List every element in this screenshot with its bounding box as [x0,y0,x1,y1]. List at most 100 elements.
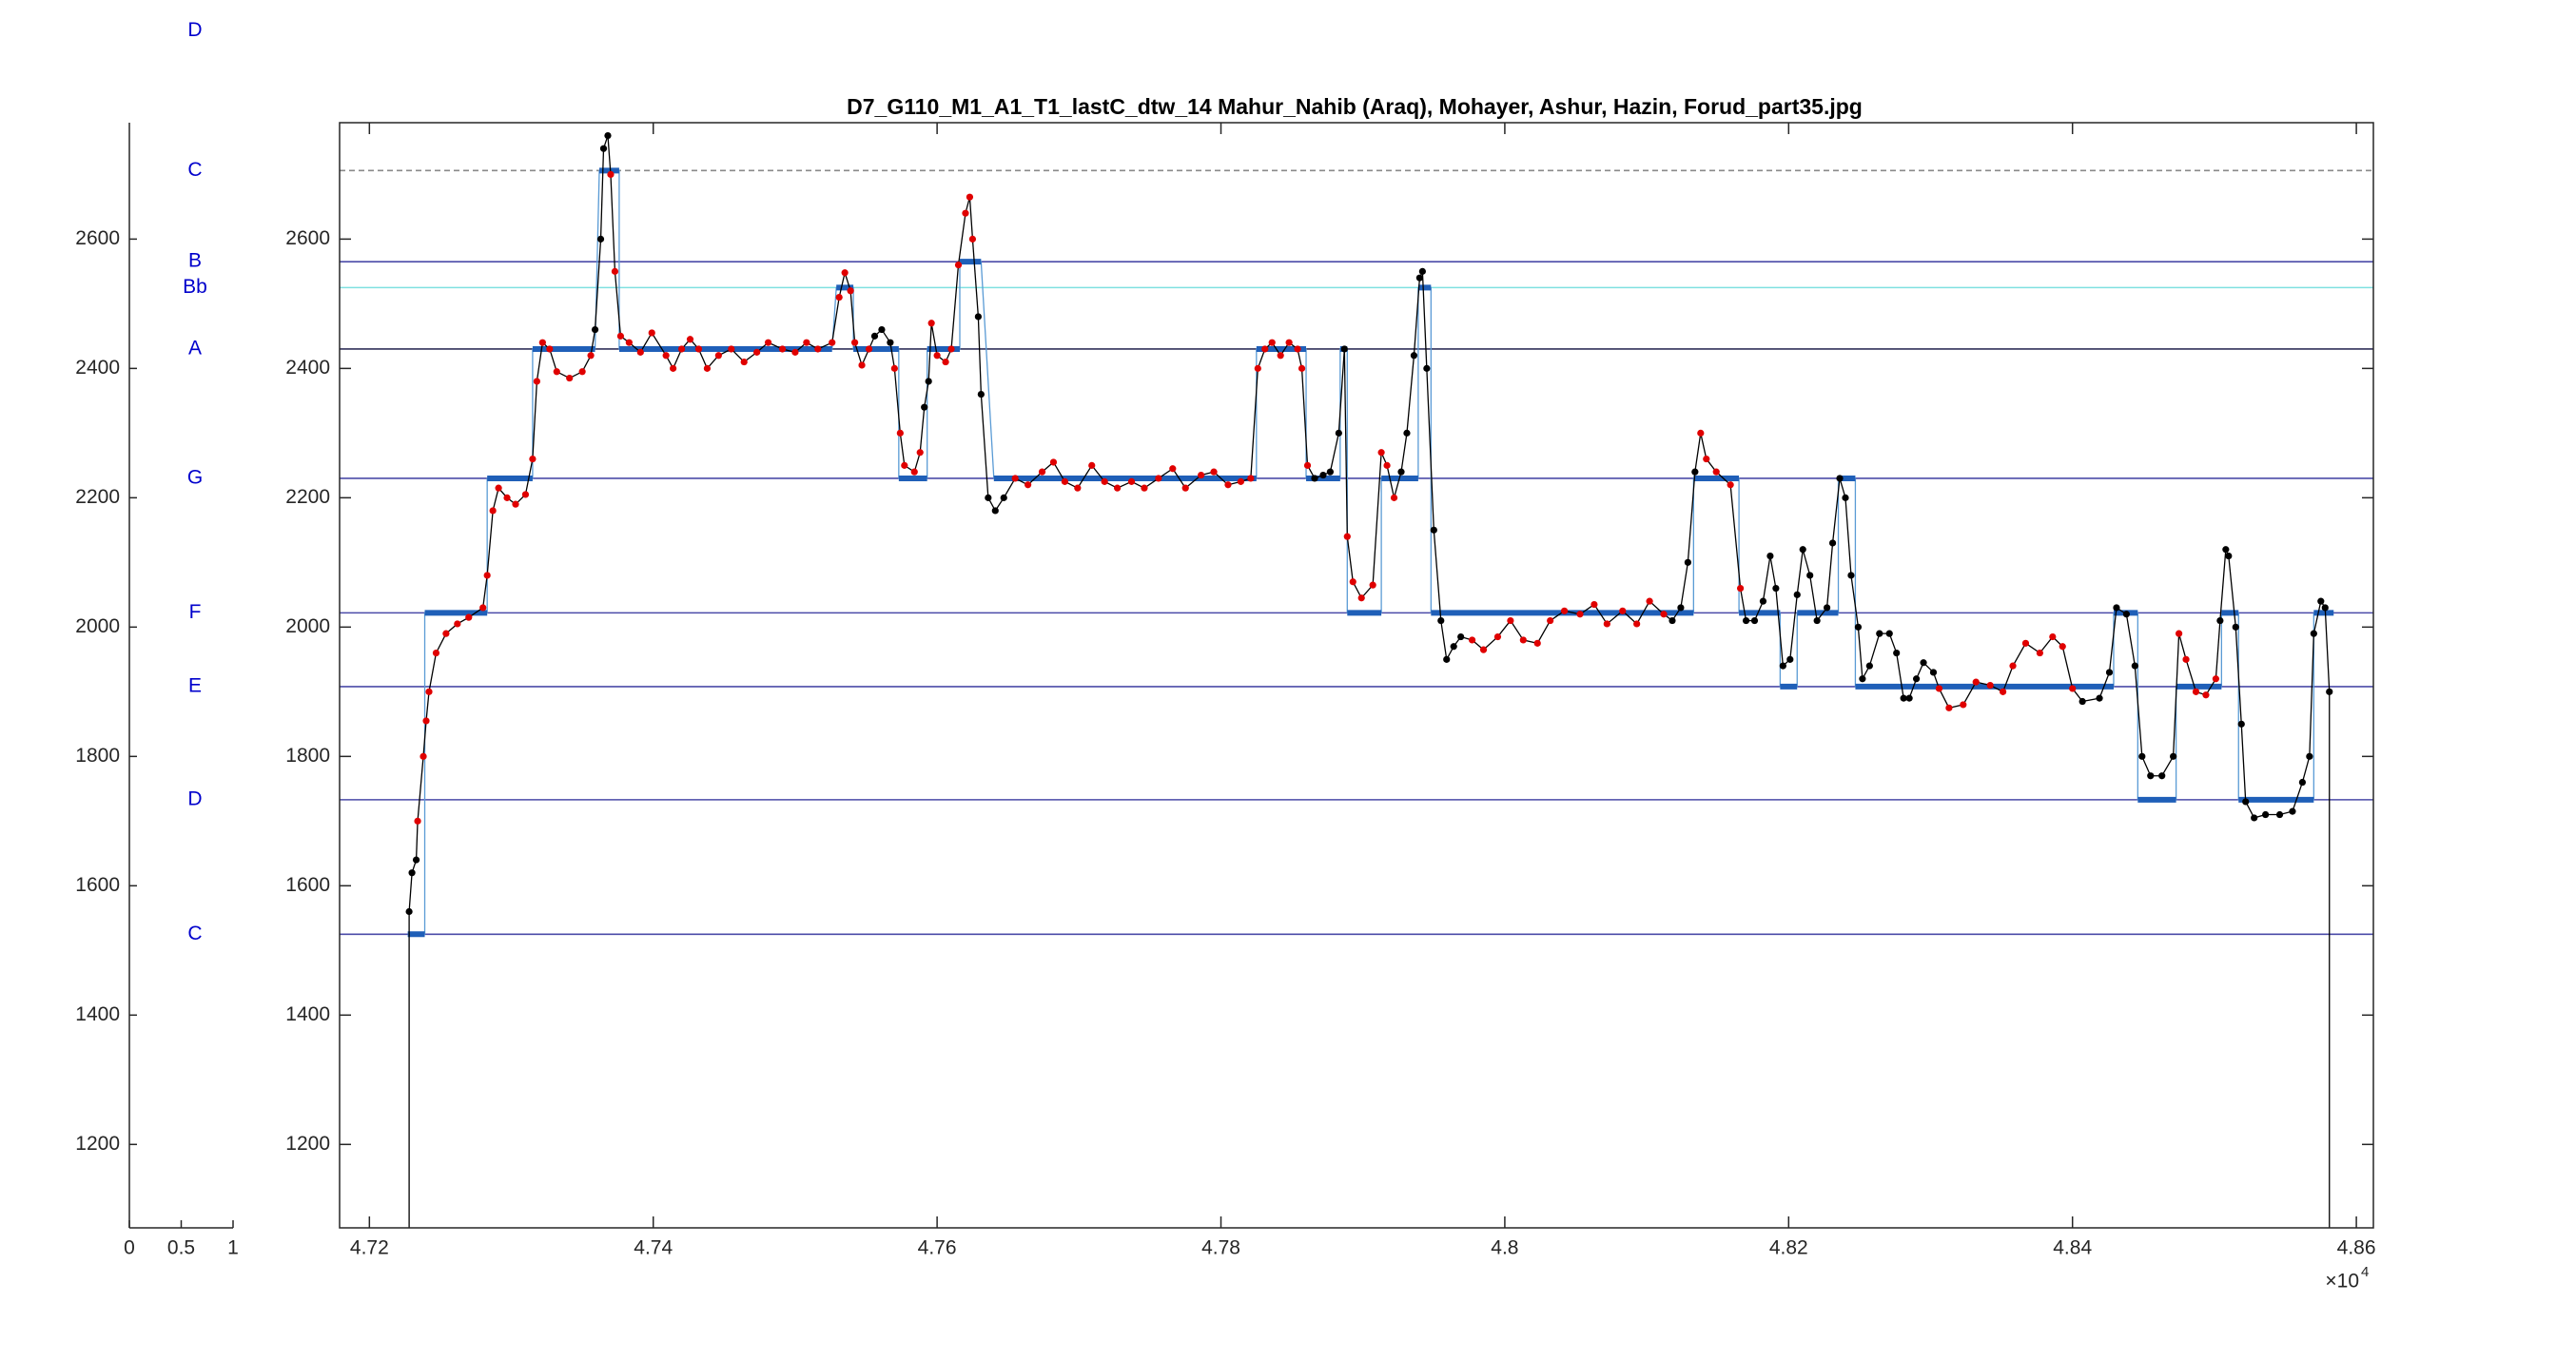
pitch-point [1390,494,1398,501]
pitch-point [1633,620,1641,628]
pitch-point [1319,471,1327,479]
pitch-connector [2172,633,2180,757]
pitch-point [591,325,599,334]
pitch-point [694,345,703,353]
pitch-point [887,339,894,346]
pitch-point [1945,704,1953,711]
pitch-point [1224,481,1232,489]
pitch-point [521,491,530,498]
pitch-point [829,339,836,346]
pitch-point [703,364,712,372]
pitch-point [2122,611,2130,618]
pitch-point [529,455,537,463]
pitch-point [925,378,932,385]
pitch-point [1759,597,1767,605]
pitch-point [2049,632,2057,641]
pitch-point [454,620,461,628]
pitch-point [2232,623,2239,631]
pitch-connector [1343,348,1348,537]
pitch-point [1285,339,1293,346]
pitch-point [740,358,748,366]
pitch-point [648,329,655,337]
pitch-point [1277,352,1284,360]
pitch-line [2219,549,2331,819]
pitch-point [1772,584,1780,593]
pitch-point [1437,616,1445,625]
pitch-point [1677,604,1685,612]
pitch-point [1893,649,1901,657]
pitch-point [1972,678,1980,686]
pitch-point [778,345,787,353]
pitch-point [1669,616,1676,625]
pitch-point [1905,694,1913,702]
pitch-point [835,293,843,301]
pitch-connector [590,329,596,356]
pitch-point [1519,636,1527,644]
pitch-point [442,630,450,637]
pitch-point [1247,475,1255,482]
pitch-point [636,348,644,356]
pitch-point [405,907,413,916]
pitch-point [1397,468,1405,476]
pitch-point [1340,345,1348,353]
pitch-point [942,358,949,366]
pitch-point [1603,620,1610,628]
pitch-point [1418,267,1426,275]
pitch-point [1793,591,1801,598]
pitch-point [1813,616,1821,625]
pitch-point [512,500,519,508]
pitch-point [1703,455,1710,463]
pitch-point [962,209,969,217]
pitch-point [2147,772,2155,780]
pitch-point [1859,675,1866,683]
y-tick-label: 2400 [75,357,120,379]
pitch-point [2131,662,2138,670]
pitch-point [1920,659,1927,667]
pitch-point [1303,461,1312,469]
x-exponent-base: ×10 [2325,1271,2359,1293]
pitch-point [1736,584,1745,593]
pitch-point [1742,616,1750,625]
pitch-point [1357,594,1365,602]
pitch-point [916,449,924,457]
pitch-point [1779,662,1786,670]
pitch-point [489,507,497,515]
pitch-point [1799,546,1806,554]
pitch-point [890,364,898,372]
pitch-point [1842,494,1849,501]
pitch-point [1986,681,1994,690]
note-label: C [187,159,202,181]
pitch-point [670,364,677,372]
pitch-point [625,339,633,346]
y-tick-label: 1800 [285,745,330,767]
pitch-point [408,869,416,877]
pitch-point [1836,475,1844,482]
y-tick-label: 1400 [285,1003,330,1025]
y-tick-label: 1600 [75,874,120,896]
pitch-point [1430,526,1437,534]
note-label: D [187,787,202,809]
pitch-point [1493,632,1502,641]
pitch-point [1876,630,1883,637]
pitch-point [2326,688,2333,695]
pitch-point [1114,484,1122,492]
pitch-point [2069,685,2077,692]
pitch-line [2082,606,2175,777]
x-tick-label: 4.82 [1769,1237,1808,1259]
pitch-point [566,374,574,382]
pitch-point [578,368,586,376]
pitch-point [1237,477,1245,485]
pitch-point [2289,807,2296,815]
pitch-point [1169,465,1177,473]
pitch-point [1766,552,1774,560]
pitch-point [1786,655,1794,663]
x-tick-label: 4.76 [918,1237,957,1259]
pitch-point [1507,616,1514,625]
pitch-point [1468,636,1476,644]
pitch-connector [889,342,896,369]
pitch-point [1343,533,1351,540]
note-label: E [188,674,202,696]
pitch-point [1261,345,1269,353]
pitch-point [607,170,615,178]
